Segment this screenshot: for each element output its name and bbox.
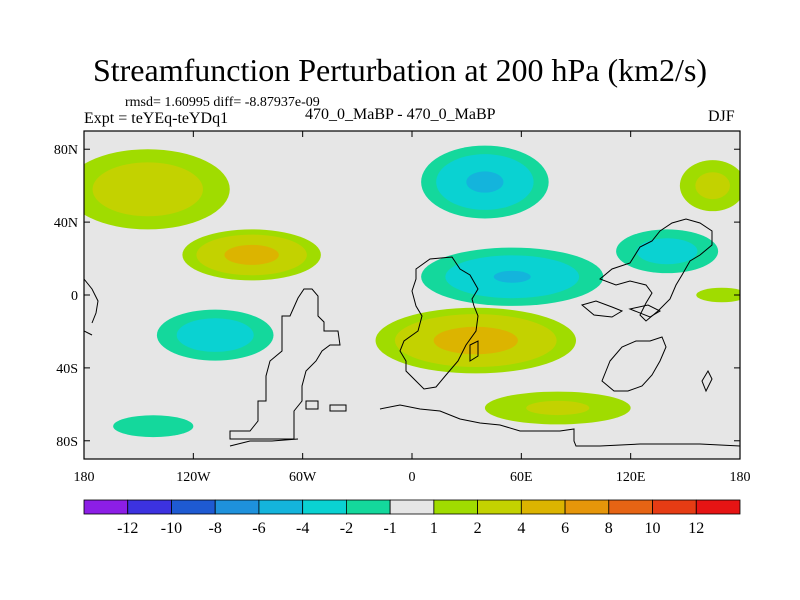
y-tick-label-4: 80S: [56, 435, 78, 450]
colorbar-label-10: 6: [561, 520, 569, 537]
colorbar-swatch-8: [433, 499, 479, 515]
colorbar-label-3: -6: [252, 520, 265, 537]
colorbar-swatch-7: [389, 499, 435, 515]
contour-feature-9: Southern Indian Ocean positive: [484, 391, 631, 425]
colorbar-swatch-13: [652, 499, 697, 515]
colorbar-label-1: -10: [161, 520, 182, 537]
y-axis: 80N 40N 0 40S 80S: [54, 143, 740, 450]
cases-label: 470_0_MaBP - 470_0_MaBP: [305, 106, 496, 123]
x-axis: 180 120W 60W 0 60E 120E 180: [74, 131, 751, 485]
colorbar-label-13: 12: [688, 520, 704, 537]
contour-feature-1: North America ridge: [182, 229, 321, 281]
colorbar-swatch-9: [477, 499, 522, 515]
coastline-south-islands: [305, 400, 347, 412]
x-tick-label-2: 60W: [289, 470, 317, 485]
coastline-africa: [399, 256, 479, 390]
colorbar-label-2: -8: [209, 520, 222, 537]
colorbar-label-7: 1: [430, 520, 438, 537]
coastline-new-zealand: [701, 369, 713, 393]
colorbar-label-12: 10: [645, 520, 661, 537]
contour-level-9-1: [526, 400, 590, 416]
x-tick-label-1: 120W: [176, 470, 211, 485]
coastline-australia: [601, 336, 667, 392]
coastline-antarctica: [229, 404, 740, 447]
y-tick-label-1: 40N: [54, 216, 78, 231]
colorbar-swatch-4: [258, 499, 304, 515]
colorbar-label-5: -2: [340, 520, 353, 537]
colorbar-label-8: 2: [474, 520, 482, 537]
contour-feature-10: Central Pacific positive: [696, 287, 740, 303]
contour-level-0-1: [92, 162, 203, 217]
x-tick-label-5: 120E: [616, 470, 646, 485]
colorbar-swatch-0: [83, 499, 129, 515]
coastline-east-asia: [599, 218, 713, 322]
contour-level-6-1: [176, 318, 254, 352]
contour-level-8-2: [433, 326, 518, 355]
colorbar-swatch-1: [127, 499, 172, 515]
x-tick-label-3: 0: [409, 470, 416, 485]
contour-feature-6: South Pacific negative: [156, 309, 274, 361]
colorbar-label-6: -1: [383, 520, 396, 537]
contour-feature-3: Asia subtropical negative: [421, 247, 604, 306]
colorbar-swatch-14: [695, 499, 741, 515]
contour-level-2-2: [466, 171, 504, 193]
colorbar-swatch-11: [564, 499, 610, 515]
coastline-indonesia: [580, 300, 662, 318]
chart-title: Streamfunction Perturbation at 200 hPa (…: [92, 52, 708, 88]
contour-fill-layer: North Pacific/America positiveNorth Amer…: [84, 145, 740, 438]
contour-feature-4: West Pacific negative: [616, 229, 719, 274]
colorbar-label-9: 4: [517, 520, 525, 537]
contour-feature-5: Northwest Pacific positive: [679, 160, 740, 212]
y-tick-label-2: 0: [71, 289, 78, 304]
colorbar-label-4: -4: [296, 520, 309, 537]
colorbar-label-11: 8: [605, 520, 613, 537]
contour-level-1-2: [224, 244, 279, 265]
contour-level-10-0: [696, 287, 740, 303]
rmsd-label: rmsd= 1.60995 diff= -8.87937e-09: [125, 95, 320, 110]
colorbar-swatch-10: [520, 499, 566, 515]
coastline-layer: [84, 218, 740, 447]
coastline-madagascar: [469, 340, 479, 362]
contour-level-4-1: [636, 238, 698, 265]
contour-level-3-2: [493, 270, 531, 283]
season-label: DJF: [708, 108, 735, 125]
contour-feature-8: Indian Ocean positive: [375, 307, 576, 374]
experiment-label: Expt = teYEq-teYDq1: [84, 110, 229, 127]
x-tick-label-0: 180: [74, 470, 95, 485]
colorbar: -12 -10 -8 -6 -4 -2 -1 1 2 4 6 8 10 12: [83, 499, 741, 537]
y-tick-label-3: 40S: [56, 362, 78, 377]
contour-feature-0: North Pacific/America positive: [84, 149, 230, 230]
colorbar-swatch-2: [171, 499, 216, 515]
colorbar-label-0: -12: [117, 520, 138, 537]
colorbar-swatch-12: [608, 499, 653, 515]
x-tick-label-6: 180: [730, 470, 751, 485]
contour-feature-2: North Atlantic/Europe negative: [421, 145, 549, 219]
contour-level-7-0: [113, 415, 194, 438]
colorbar-swatch-5: [302, 499, 347, 515]
y-tick-label-0: 80N: [54, 143, 78, 158]
x-tick-label-4: 60E: [510, 470, 533, 485]
contour-level-5-1: [695, 172, 730, 200]
contour-feature-7: Southern Ocean negative: [113, 415, 194, 438]
colorbar-swatch-3: [214, 499, 260, 515]
colorbar-swatch-6: [345, 499, 391, 515]
coastline-south-america: [229, 288, 341, 440]
coastline-central-america: [84, 278, 99, 336]
